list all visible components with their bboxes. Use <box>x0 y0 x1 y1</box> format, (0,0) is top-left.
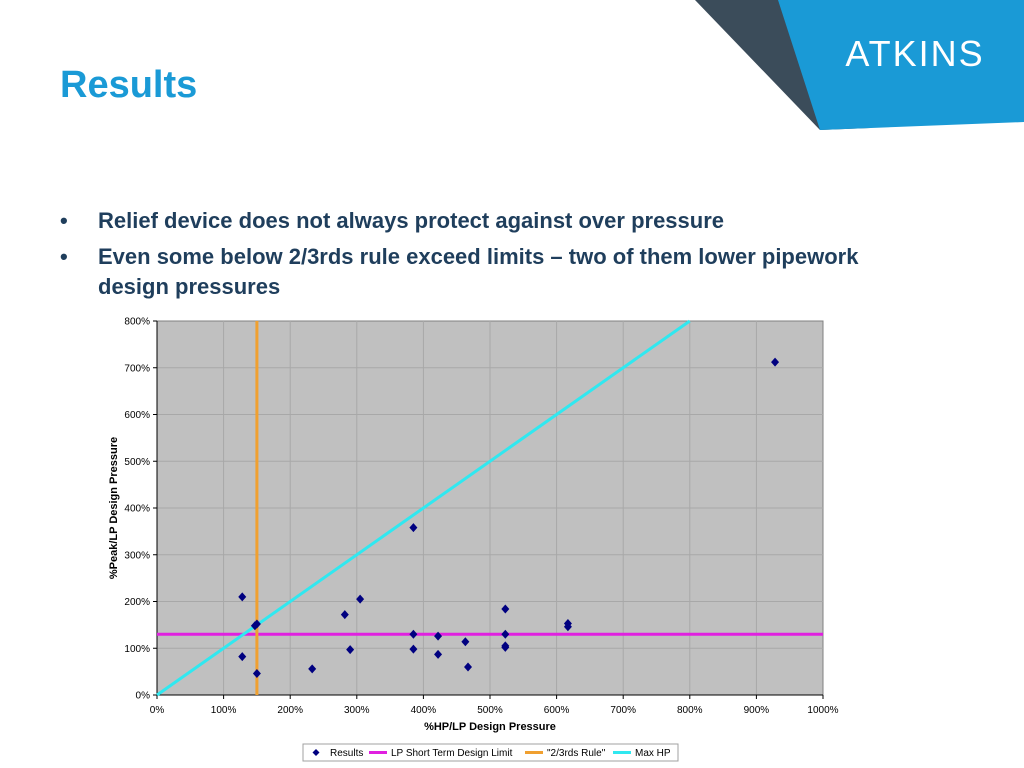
corner-blue-band <box>778 0 1024 130</box>
bullet-marker: • <box>60 244 68 269</box>
bullet-item: • Relief device does not always protect … <box>60 206 920 236</box>
x-tick-label: 400% <box>411 705 437 716</box>
result-point <box>409 523 418 533</box>
x-tick-label: 700% <box>610 705 636 716</box>
result-point <box>409 644 418 654</box>
result-point <box>340 610 349 620</box>
y-tick-label: 0% <box>136 691 151 702</box>
result-point <box>252 619 261 629</box>
result-point <box>434 649 443 659</box>
y-tick-label: 600% <box>124 410 150 421</box>
x-tick-label: 500% <box>477 705 503 716</box>
x-tick-label: 600% <box>544 705 570 716</box>
result-point <box>434 631 443 641</box>
atkins-logo: ATKINS <box>845 33 984 74</box>
x-tick-label: 800% <box>677 705 703 716</box>
y-tick-label: 200% <box>124 597 150 608</box>
y-axis-title: %Peak/LP Design Pressure <box>108 437 120 579</box>
x-tick-label: 900% <box>744 705 770 716</box>
result-point <box>501 629 510 639</box>
y-tick-label: 800% <box>124 317 150 328</box>
legend <box>302 743 679 762</box>
x-tick-label: 1000% <box>807 705 838 716</box>
x-tick-label: 300% <box>344 705 370 716</box>
y-tick-label: 300% <box>124 550 150 561</box>
result-point <box>464 662 473 672</box>
bullet-text: Relief device does not always protect ag… <box>98 208 725 233</box>
legend-marker-results <box>312 749 320 756</box>
y-tick-label: 100% <box>124 644 150 655</box>
page-title: Results <box>60 64 198 106</box>
result-point <box>238 652 247 662</box>
x-axis-title: %HP/LP Design Pressure <box>424 721 556 733</box>
y-tick-label: 400% <box>124 504 150 515</box>
bullet-marker: • <box>60 208 68 233</box>
bullet-list: • Relief device does not always protect … <box>60 206 920 308</box>
legend-label: Max HP <box>635 748 671 759</box>
result-point <box>501 604 510 614</box>
bullet-text: Even some below 2/3rds rule exceed limit… <box>98 244 859 299</box>
x-tick-label: 100% <box>211 705 237 716</box>
result-point <box>308 664 317 674</box>
corner-decoration: ATKINS <box>695 0 1024 130</box>
legend-label: Results <box>330 748 363 759</box>
bullet-item: • Even some below 2/3rds rule exceed lim… <box>60 242 920 302</box>
result-point <box>356 594 365 604</box>
result-point <box>563 622 572 632</box>
legend-label: LP Short Term Design Limit <box>391 748 513 759</box>
y-tick-label: 700% <box>124 363 150 374</box>
result-point <box>252 668 261 678</box>
series-max-hp <box>156 319 691 697</box>
result-point <box>501 642 510 652</box>
x-tick-label: 200% <box>277 705 303 716</box>
legend-label: "2/3rds Rule" <box>547 748 606 759</box>
result-point <box>771 357 780 367</box>
y-tick-label: 500% <box>124 457 150 468</box>
result-point <box>461 637 470 647</box>
x-tick-label: 0% <box>150 705 165 716</box>
result-point <box>346 645 355 655</box>
result-point <box>409 629 418 639</box>
result-point <box>238 592 247 602</box>
